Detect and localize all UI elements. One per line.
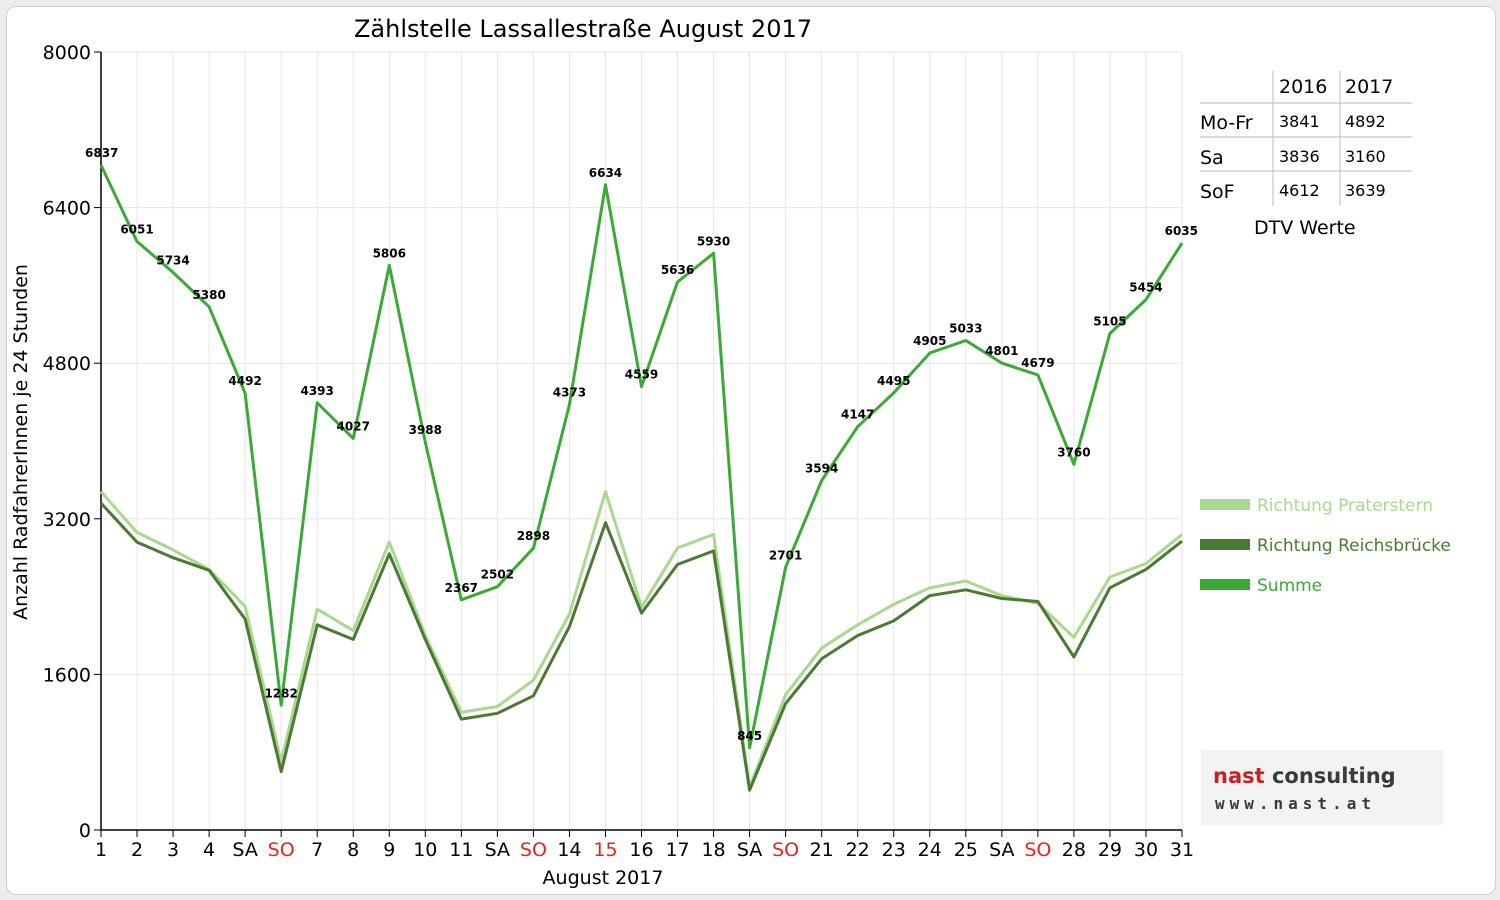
x-tick-label: 24 <box>918 839 942 861</box>
x-tick-label: SO <box>268 839 295 861</box>
x-tick-label: 15 <box>593 839 617 861</box>
x-tick-label: 14 <box>557 839 581 861</box>
dtv-cell: 4892 <box>1345 112 1386 131</box>
data-label: 4492 <box>228 374 261 388</box>
data-label: 2502 <box>481 568 514 582</box>
x-tick-label: SA <box>232 839 257 861</box>
dtv-table: 2016 2017 Mo-Fr 3841 4892 Sa 3836 3160 S… <box>1200 71 1440 256</box>
y-tick-label: 6400 <box>43 198 91 220</box>
x-tick-label: 21 <box>810 839 834 861</box>
x-tick-label: 7 <box>311 839 323 861</box>
dtv-row-label: SoF <box>1200 181 1235 203</box>
y-tick-label: 1600 <box>43 664 91 686</box>
data-label: 6051 <box>120 223 153 237</box>
x-tick-label: 16 <box>629 839 653 861</box>
logo-wordmark: nast consulting <box>1213 764 1396 788</box>
data-label: 2898 <box>517 529 550 543</box>
x-tick-label: 9 <box>383 839 395 861</box>
x-tick-label: 23 <box>882 839 906 861</box>
x-tick-label: SA <box>485 839 510 861</box>
data-label: 3760 <box>1057 445 1090 459</box>
dtv-cell: 3160 <box>1345 147 1386 166</box>
data-label: 6634 <box>589 166 622 180</box>
data-label: 5454 <box>1129 281 1162 295</box>
logo-url: www.nast.at <box>1215 794 1376 813</box>
data-label: 4027 <box>337 419 370 433</box>
x-tick-label: 11 <box>449 839 473 861</box>
y-tick-label: 3200 <box>43 509 91 531</box>
x-tick-label: 8 <box>347 839 359 861</box>
x-tick-label: SO <box>1024 839 1051 861</box>
dtv-cell: 3639 <box>1345 181 1386 200</box>
data-label: 5105 <box>1093 315 1126 329</box>
data-label: 2367 <box>445 581 478 595</box>
data-label: 5636 <box>661 263 694 277</box>
dtv-cell: 3836 <box>1279 147 1320 166</box>
data-label: 3988 <box>409 423 442 437</box>
data-label: 4905 <box>913 334 946 348</box>
legend-label-0: Richtung Praterstern <box>1257 496 1433 516</box>
dtv-header-2017: 2017 <box>1345 76 1393 98</box>
x-tick-label: 29 <box>1098 839 1122 861</box>
legend-label-1: Richtung Reichsbrücke <box>1257 536 1451 556</box>
dtv-row-label: Sa <box>1200 147 1224 169</box>
dtv-header-2016: 2016 <box>1279 76 1327 98</box>
data-label: 4679 <box>1021 356 1054 370</box>
x-tick-label: SO <box>520 839 547 861</box>
chart-frame: 0 1600 3200 4800 6400 8000 1 2 3 4 SA SO 7 8 9 10 11 SA SO… <box>6 6 1496 895</box>
data-label: 1282 <box>264 686 297 700</box>
data-label: 3594 <box>805 461 838 475</box>
y-tick-label: 0 <box>79 820 91 842</box>
data-label: 5033 <box>949 322 982 336</box>
dtv-cell: 3841 <box>1279 112 1320 131</box>
x-tick-label: 22 <box>846 839 870 861</box>
data-label: 4559 <box>625 368 658 382</box>
data-label: 6837 <box>85 146 118 160</box>
chart-title: Zählstelle Lassallestraße August 2017 <box>354 15 812 43</box>
x-tick-label: SA <box>737 839 762 861</box>
data-label: 5734 <box>156 253 189 267</box>
x-tick-label: 31 <box>1170 839 1194 861</box>
dtv-cell: 4612 <box>1279 181 1320 200</box>
data-label: 5930 <box>697 234 730 248</box>
series-line-0 <box>99 490 1183 789</box>
series-line-1 <box>99 502 1183 792</box>
legend-swatch-2 <box>1200 579 1250 590</box>
data-label: 6035 <box>1165 224 1198 238</box>
y-axis-title: Anzahl RadfahrerInnen je 24 Stunden <box>10 264 32 620</box>
data-label: 5380 <box>192 288 225 302</box>
data-label: 4393 <box>300 384 333 398</box>
nast-consulting-logo: nast consulting www.nast.at <box>1201 750 1443 825</box>
data-label: 2701 <box>769 548 802 562</box>
x-tick-label: 4 <box>203 839 215 861</box>
series-line-2 <box>99 164 1184 750</box>
data-label: 4801 <box>985 344 1018 358</box>
y-tick-label: 8000 <box>43 42 91 64</box>
x-axis-title: August 2017 <box>543 867 664 889</box>
x-tick-label: 10 <box>413 839 437 861</box>
x-tick-label: 3 <box>167 839 179 861</box>
y-tick-label: 4800 <box>43 353 91 375</box>
x-tick-label: 30 <box>1134 839 1158 861</box>
data-label: 4373 <box>553 386 586 400</box>
dtv-table-grid: 2016 2017 Mo-Fr 3841 4892 Sa 3836 3160 S… <box>1200 71 1412 239</box>
x-tick-label: SO <box>772 839 799 861</box>
x-tick-label: SA <box>989 839 1014 861</box>
data-label: 4147 <box>841 408 874 422</box>
legend-label-2: Summe <box>1257 576 1322 596</box>
x-tick-label: 2 <box>131 839 143 861</box>
x-tick-label: 18 <box>701 839 725 861</box>
dtv-caption: DTV Werte <box>1254 217 1356 239</box>
x-tick-label: 17 <box>665 839 689 861</box>
x-tick-label: 28 <box>1062 839 1086 861</box>
data-label: 4495 <box>877 374 910 388</box>
legend-swatch-0 <box>1200 499 1250 510</box>
x-tick-label: 1 <box>95 839 107 861</box>
data-label: 5806 <box>373 246 406 260</box>
dtv-row-label: Mo-Fr <box>1200 112 1253 134</box>
legend-swatch-1 <box>1200 539 1250 550</box>
x-tick-label: 25 <box>954 839 978 861</box>
data-label: 845 <box>737 729 762 743</box>
